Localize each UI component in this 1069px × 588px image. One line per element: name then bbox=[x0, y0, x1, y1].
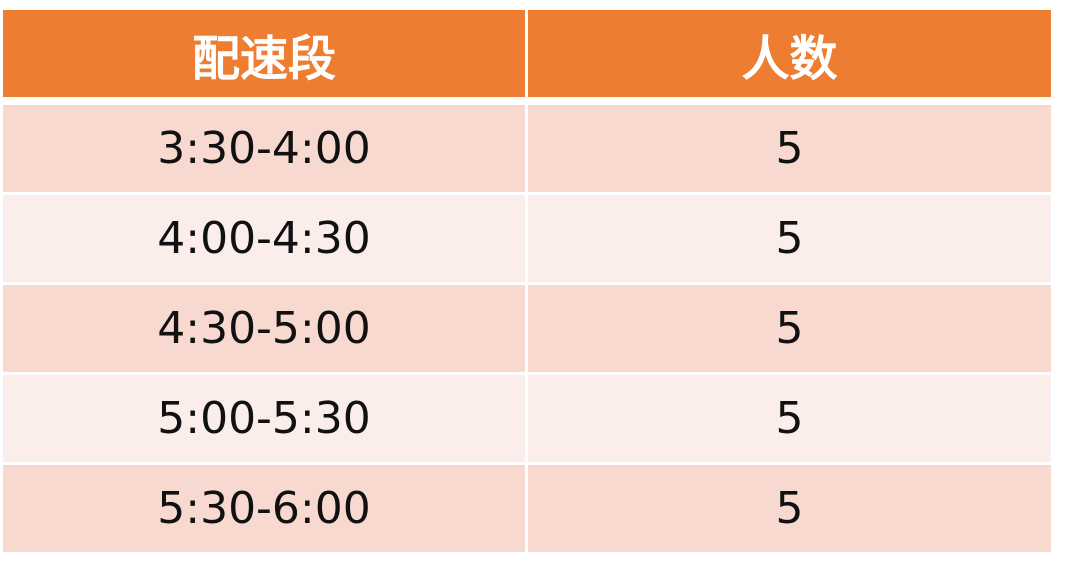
table-row: 4:00-4:30 5 bbox=[3, 195, 1051, 285]
count-cell: 5 bbox=[528, 195, 1051, 285]
count-cell: 5 bbox=[528, 285, 1051, 375]
count-cell: 5 bbox=[528, 465, 1051, 555]
pace-cell: 5:30-6:00 bbox=[3, 465, 525, 555]
table-row: 3:30-4:00 5 bbox=[3, 105, 1051, 195]
pace-cell: 5:00-5:30 bbox=[3, 375, 525, 465]
table-row: 4:30-5:00 5 bbox=[3, 285, 1051, 375]
count-cell: 5 bbox=[528, 105, 1051, 195]
pace-cell: 3:30-4:00 bbox=[3, 105, 525, 195]
count-cell: 5 bbox=[528, 375, 1051, 465]
pace-table: 配速段 人数 3:30-4:00 5 4:00-4:30 5 4:30-5:00… bbox=[0, 10, 1054, 555]
header-pace: 配速段 bbox=[3, 10, 525, 105]
table-row: 5:00-5:30 5 bbox=[3, 375, 1051, 465]
header-count: 人数 bbox=[528, 10, 1051, 105]
pace-cell: 4:30-5:00 bbox=[3, 285, 525, 375]
pace-cell: 4:00-4:30 bbox=[3, 195, 525, 285]
header-row: 配速段 人数 bbox=[3, 10, 1051, 105]
table-row: 5:30-6:00 5 bbox=[3, 465, 1051, 555]
